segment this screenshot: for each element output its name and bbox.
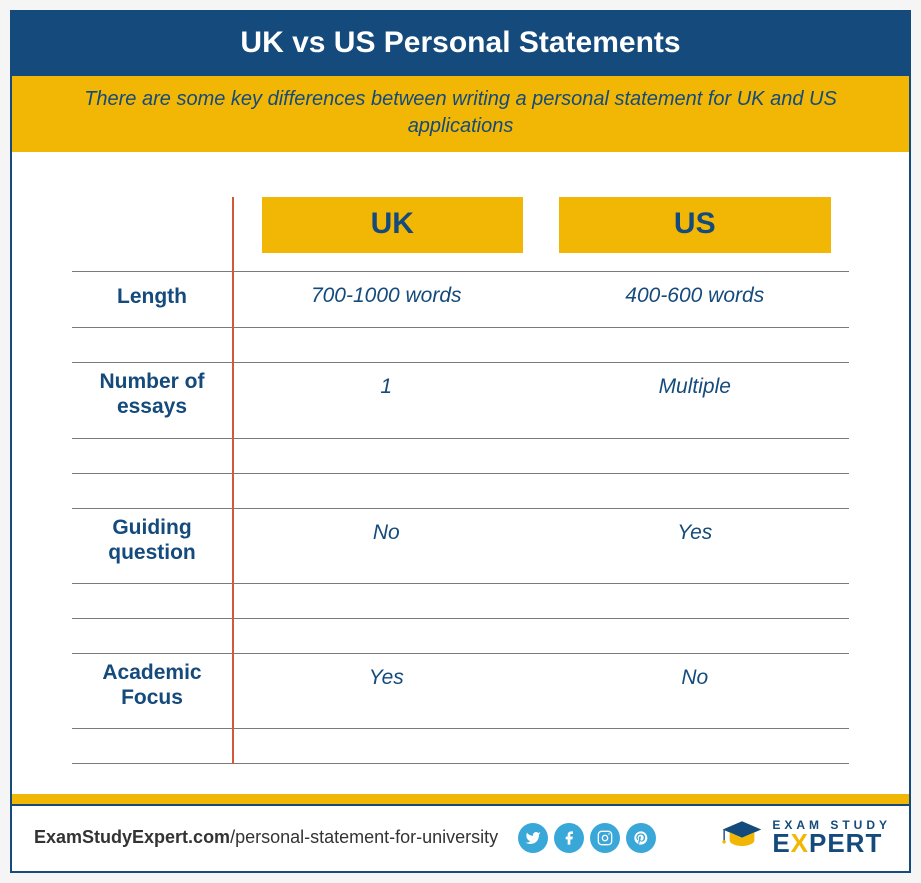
table-cell: No <box>541 654 850 710</box>
footer-accent-bar <box>12 794 909 804</box>
row-label: Academic Focus <box>72 654 232 710</box>
table-divider <box>72 763 849 764</box>
brand-text: EXAM STUDY EXPERT <box>772 820 891 856</box>
infographic-card: UK vs US Personal Statements There are s… <box>10 10 911 873</box>
column-header-uk: UK <box>262 197 523 253</box>
page-title: UK vs US Personal Statements <box>12 12 909 76</box>
table-cell: 400-600 words <box>541 272 850 309</box>
table-cell: Yes <box>232 654 541 710</box>
pinterest-icon[interactable] <box>626 823 656 853</box>
brand-line2: EXPERT <box>772 831 891 856</box>
row-label: Length <box>72 272 232 309</box>
row-label: Guiding question <box>72 509 232 565</box>
footer-url: ExamStudyExpert.com/personal-statement-f… <box>34 827 498 848</box>
vertical-divider <box>232 197 234 764</box>
instagram-icon[interactable] <box>590 823 620 853</box>
footer-url-path: /personal-statement-for-university <box>230 827 498 847</box>
table-cell: 700-1000 words <box>232 272 541 309</box>
graduation-cap-icon <box>720 818 764 857</box>
facebook-icon[interactable] <box>554 823 584 853</box>
column-header-us: US <box>559 197 832 253</box>
table-corner <box>72 197 232 253</box>
twitter-icon[interactable] <box>518 823 548 853</box>
brand-logo: EXAM STUDY EXPERT <box>720 818 891 857</box>
footer: ExamStudyExpert.com/personal-statement-f… <box>12 804 909 871</box>
table-cell: Yes <box>541 509 850 565</box>
comparison-table: UK US Length 700-1000 words 400-600 word… <box>72 197 849 764</box>
page-subtitle: There are some key differences between w… <box>12 76 909 152</box>
table-container: UK US Length 700-1000 words 400-600 word… <box>12 152 909 784</box>
footer-url-domain: ExamStudyExpert.com <box>34 827 230 847</box>
table-cell: 1 <box>232 363 541 419</box>
table-cell: Multiple <box>541 363 850 419</box>
social-icons <box>518 823 656 853</box>
row-label: Number of essays <box>72 363 232 419</box>
table-cell: No <box>232 509 541 565</box>
